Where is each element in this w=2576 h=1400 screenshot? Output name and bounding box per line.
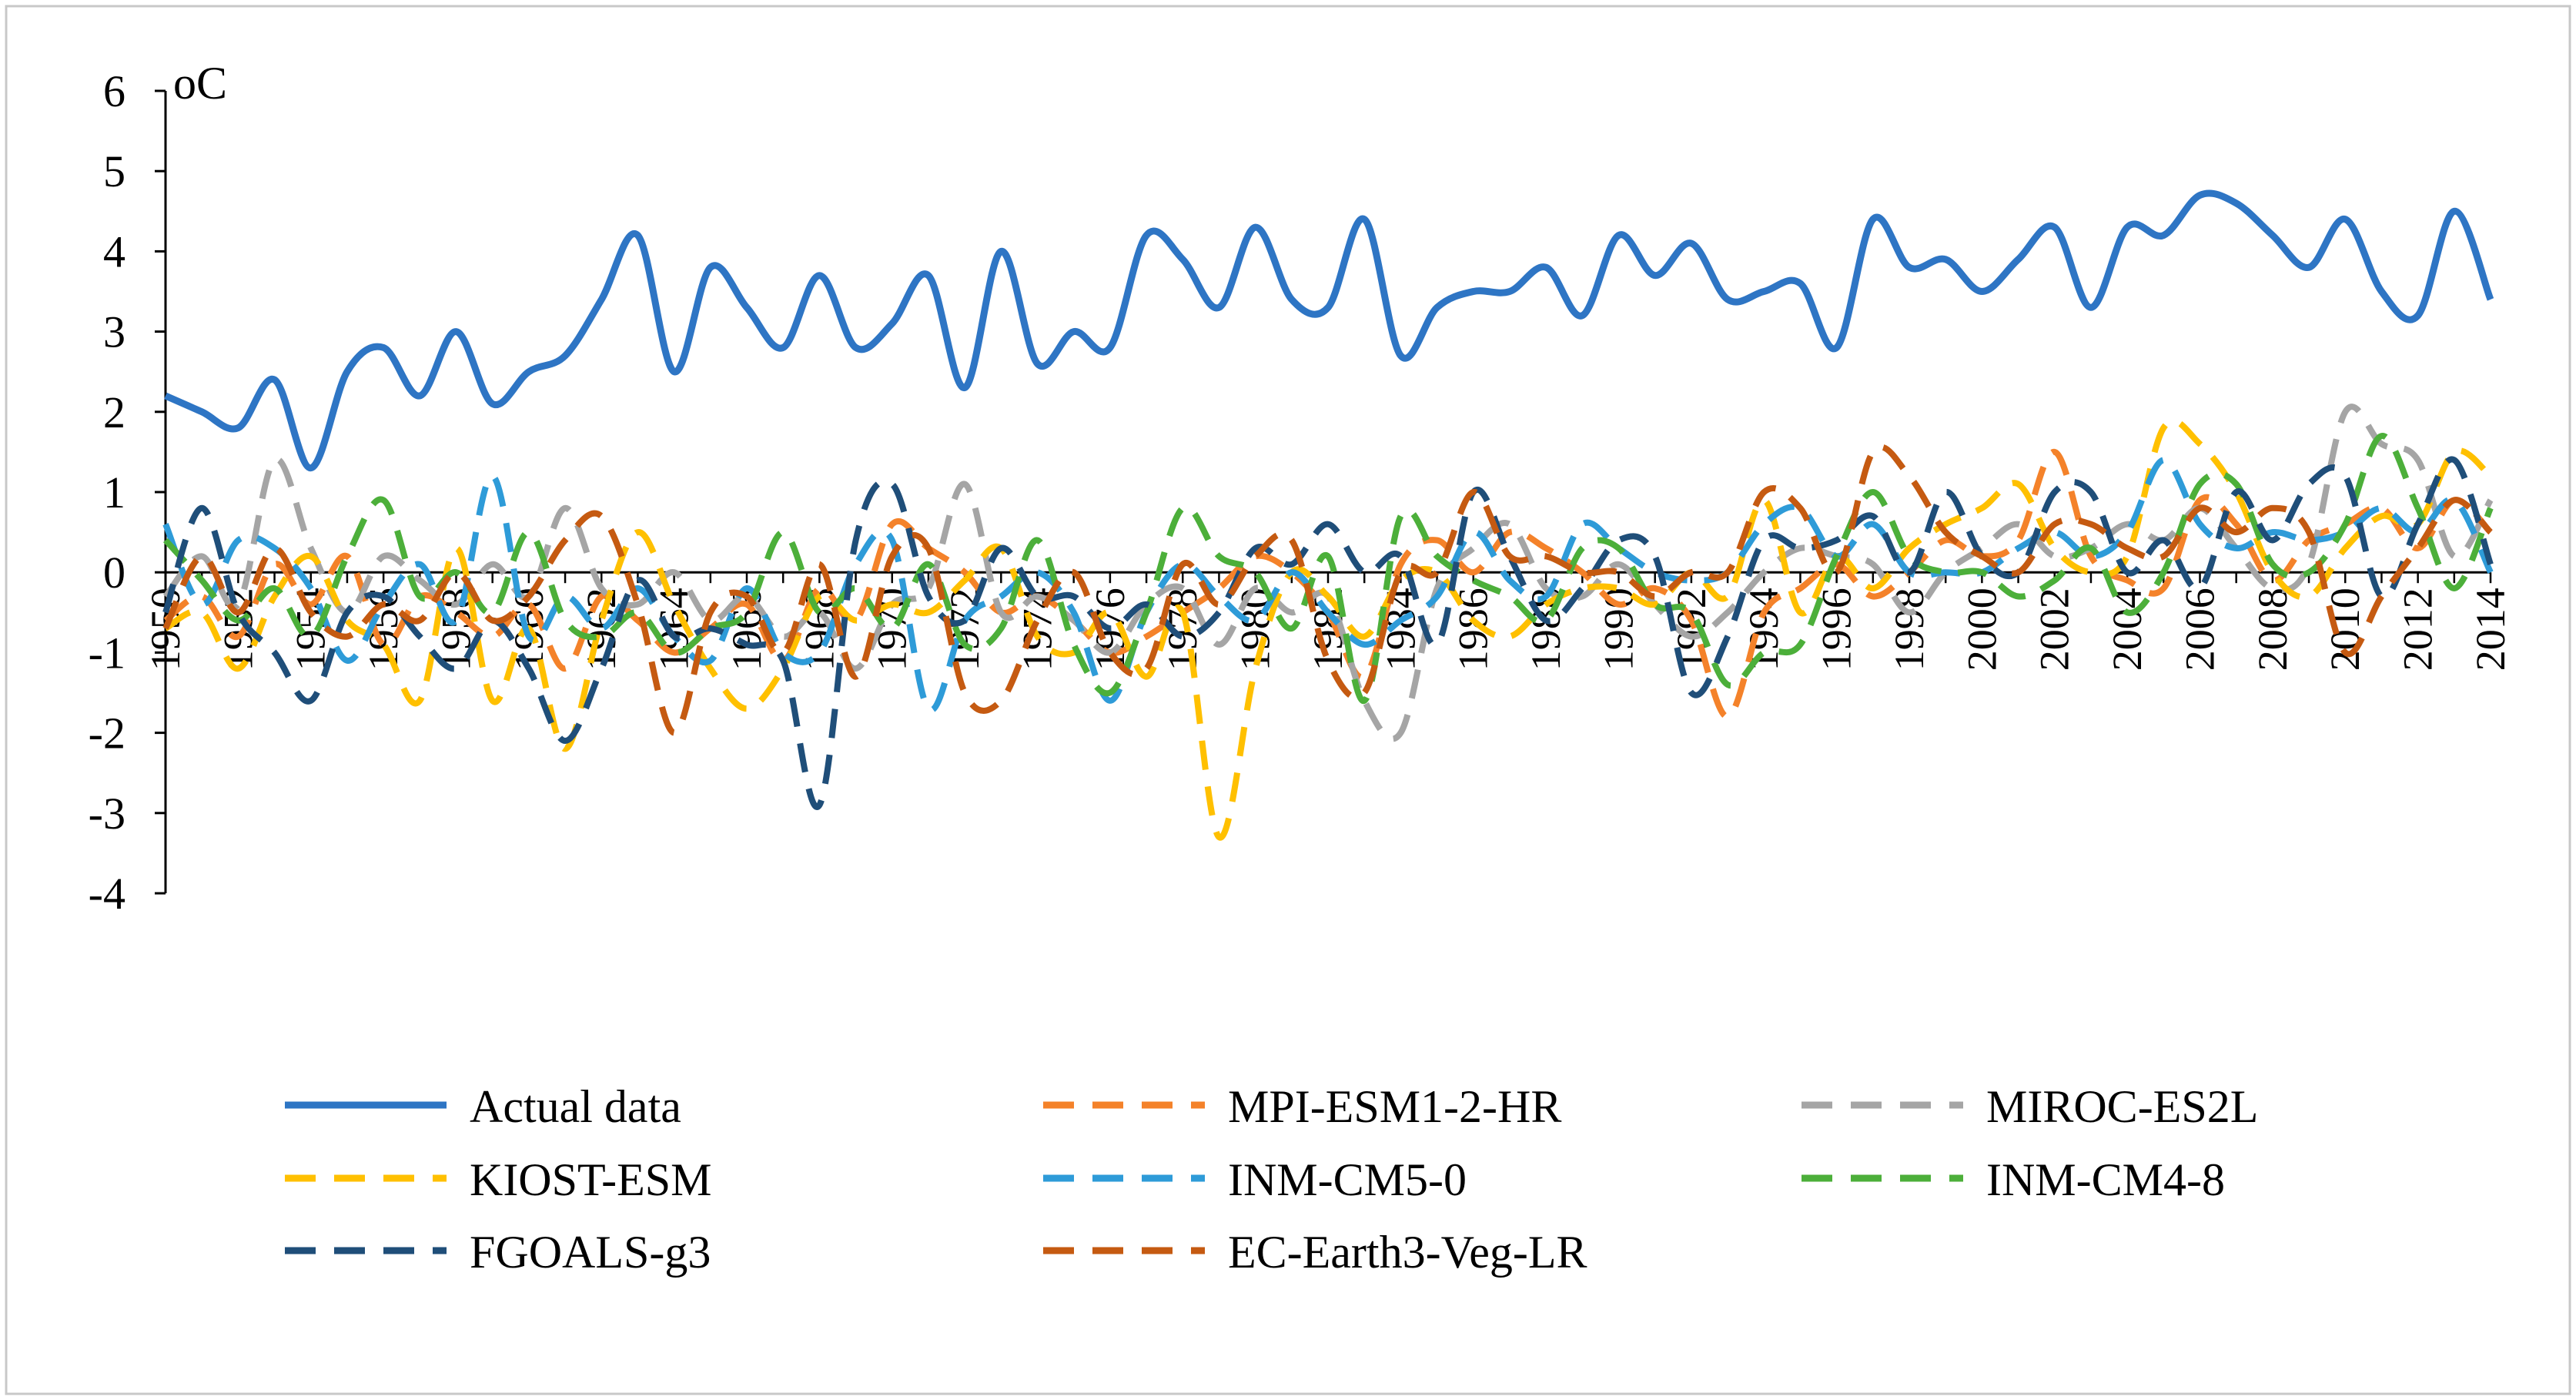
legend-label-ec-earth3-veg-lr: EC-Earth3-Veg-LR bbox=[1228, 1227, 1587, 1278]
y-tick-label: 3 bbox=[103, 307, 125, 357]
y-tick-label: -2 bbox=[89, 708, 125, 759]
y-tick-label: -1 bbox=[89, 628, 125, 678]
x-tick-label: 1988 bbox=[1523, 588, 1569, 671]
y-tick-label: -3 bbox=[89, 789, 125, 839]
y-tick-label: 4 bbox=[103, 226, 125, 276]
series-line-inm-cm4-8 bbox=[163, 433, 2494, 704]
x-tick-label: 1950 bbox=[142, 588, 189, 671]
series-line-actual-data bbox=[164, 189, 2494, 472]
x-tick-label: 2002 bbox=[2032, 588, 2078, 671]
legend-label-inm-cm5-0: INM-CM5-0 bbox=[1228, 1154, 1467, 1205]
y-tick-label: 0 bbox=[103, 548, 125, 598]
legend-label-inm-cm4-8: INM-CM4-8 bbox=[1986, 1154, 2225, 1205]
x-tick-label: 2008 bbox=[2250, 588, 2296, 671]
x-tick-label: 2006 bbox=[2177, 588, 2223, 671]
unit-label: oC bbox=[173, 58, 227, 109]
y-tick-label: 1 bbox=[103, 467, 125, 517]
y-tick-label: 2 bbox=[103, 387, 125, 437]
y-tick-label: -4 bbox=[89, 869, 125, 919]
y-tick-label: 6 bbox=[103, 66, 125, 116]
legend-label-mpi-esm1-2-hr: MPI-ESM1-2-HR bbox=[1228, 1081, 1561, 1132]
legend-label-miroc-es2l: MIROC-ES2L bbox=[1986, 1081, 2258, 1132]
x-tick-label: 2012 bbox=[2395, 588, 2441, 671]
x-tick-label: 2014 bbox=[2467, 588, 2514, 671]
x-tick-label: 2000 bbox=[1959, 588, 2005, 671]
series-line-ec-earth3-veg-lr bbox=[162, 444, 2493, 736]
legend-label-kiost-esm: KIOST-ESM bbox=[470, 1154, 712, 1205]
x-tick-label: 2010 bbox=[2322, 588, 2368, 671]
series-line-fgoals-g3 bbox=[162, 456, 2494, 810]
legend-label-actual-data: Actual data bbox=[470, 1081, 681, 1132]
legend-label-fgoals-g3: FGOALS-g3 bbox=[470, 1227, 711, 1278]
y-tick-label: 5 bbox=[103, 146, 125, 196]
figure-border bbox=[5, 5, 2571, 1395]
